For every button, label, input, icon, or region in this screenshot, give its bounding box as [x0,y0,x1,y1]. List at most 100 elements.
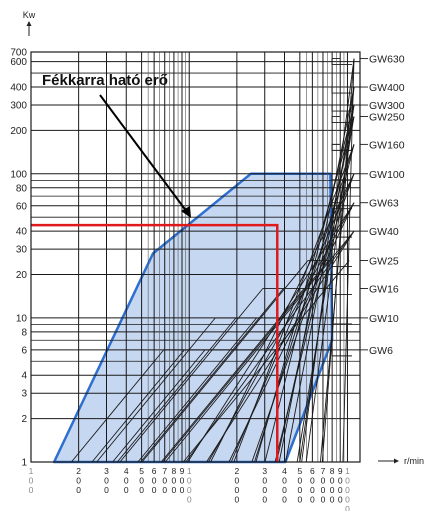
x-tick-digit-7000-2: 0 [321,485,326,495]
model-slope-GW6-1 [91,349,185,463]
y-tick-label-8: 8 [21,327,27,338]
y-tick-label-700: 700 [10,48,27,59]
model-slope-GW63-2 [228,202,355,463]
model-label-GW40: GW40 [369,226,399,238]
title-arrow-head [181,206,191,218]
chart-title: Fékkarra ható erő [42,72,168,89]
y-tick-label-1: 1 [21,458,27,469]
model-label-GW63: GW63 [369,198,399,210]
x-tick-digit-2000-2: 0 [235,485,240,495]
model-slope-GW16-2 [160,288,305,463]
x-tick-digit-10000-4: 0 [345,504,350,511]
x-tick-digit-800-2: 0 [172,485,177,495]
model-label-GW16: GW16 [369,283,399,295]
x-tick-digit-700-2: 0 [162,485,167,495]
y-tick-label-300: 300 [10,101,27,112]
x-tick-digit-900-1: 0 [180,476,185,486]
model-plateau-GW250 [331,115,352,123]
x-tick-digit-8000-0: 8 [330,466,335,476]
x-tick-digit-700-1: 0 [162,476,167,486]
y-tick-label-80: 80 [16,183,28,194]
x-tick-digit-100-1: 0 [29,476,34,486]
model-label-GW630: GW630 [369,54,405,66]
model-slope-GW25-1 [162,260,329,463]
x-tick-digit-10000-1: 0 [345,476,350,486]
model-plateau-GW6 [163,349,352,357]
x-tick-digit-500-1: 0 [139,476,144,486]
model-slope-GW10-0 [96,317,216,463]
x-tick-digit-300-0: 3 [104,466,109,476]
y-tick-label-200: 200 [10,126,27,137]
model-slope-GW40-1 [185,230,355,463]
x-tick-digit-300-1: 0 [104,476,109,486]
x-tick-digit-4000-3: 0 [282,495,287,505]
x-axis-unit-label: r/min [404,456,424,466]
model-plateau-GW63 [331,202,352,210]
x-tick-digit-1000-2: 0 [187,485,192,495]
x-axis-arrow-head [394,458,399,464]
model-label-GW10: GW10 [369,313,399,325]
model-curve-GW6 [71,349,368,463]
model-label-GW6: GW6 [369,345,393,357]
model-curve-GW25 [141,260,368,463]
model-plateau-GW16 [262,288,352,295]
y-tick-label-20: 20 [16,270,28,281]
model-plateau-GW40 [331,230,352,238]
x-tick-digit-600-1: 0 [152,476,157,486]
model-label-GW300: GW300 [369,100,405,112]
x-tick-digit-300-2: 0 [104,485,109,495]
x-tick-digit-10000-3: 0 [345,495,350,505]
x-tick-digit-100-2: 0 [29,485,34,495]
y-axis-unit-label: Kw [23,10,36,20]
x-tick-digit-100-0: 1 [29,466,34,476]
x-tick-digit-10000-0: 1 [345,466,350,476]
x-tick-digit-800-1: 0 [172,476,177,486]
x-tick-digit-9000-0: 9 [338,466,343,476]
y-tick-label-100: 100 [10,169,27,180]
x-tick-digit-2000-3: 0 [235,495,240,505]
x-tick-digit-500-0: 5 [139,466,144,476]
y-tick-label-30: 30 [16,245,28,256]
x-tick-digit-900-0: 9 [180,466,185,476]
y-tick-label-3: 3 [21,389,27,400]
x-tick-digit-7000-3: 0 [321,495,326,505]
x-tick-digit-8000-1: 0 [330,476,335,486]
y-tick-label-600: 600 [10,57,27,68]
x-tick-digit-6000-1: 0 [310,476,315,486]
model-label-GW100: GW100 [369,169,405,181]
y-tick-label-60: 60 [16,201,28,212]
x-tick-digit-9000-3: 0 [338,495,343,505]
model-slope-GW10-1 [116,317,237,463]
x-tick-digit-5000-2: 0 [297,485,302,495]
model-slope-GW10-2 [137,317,257,463]
x-tick-digit-3000-2: 0 [262,485,267,495]
plot-frame [30,51,361,463]
x-tick-digit-1000-0: 1 [187,466,192,476]
x-tick-digit-7000-0: 7 [321,466,326,476]
model-label-GW25: GW25 [369,256,399,268]
y-tick-label-2: 2 [21,414,27,425]
x-tick-digit-9000-2: 0 [338,485,343,495]
x-tick-digit-800-0: 8 [172,466,177,476]
x-tick-digit-200-0: 2 [76,466,81,476]
x-tick-digit-2000-0: 2 [235,466,240,476]
x-tick-digit-1000-3: 0 [187,495,192,505]
x-tick-digit-7000-1: 0 [321,476,326,486]
model-label-GW160: GW160 [369,139,405,151]
x-tick-digit-500-2: 0 [139,485,144,495]
y-tick-label-4: 4 [21,371,27,382]
model-plateau-GW160 [331,143,352,151]
model-slope-GW40-0 [164,230,355,463]
model-slope-GW6-2 [112,349,206,463]
selection-line [31,223,279,462]
model-plateau-GW400 [331,86,352,94]
model-slope-GW40-2 [206,230,355,463]
model-slope-GW25-0 [141,260,309,463]
model-slope-GW63-1 [207,202,355,463]
model-slope-GW6-0 [71,349,165,463]
model-plateau-GW630 [331,58,352,66]
x-tick-digit-400-1: 0 [124,476,129,486]
model-plateau-GW25 [307,260,352,267]
